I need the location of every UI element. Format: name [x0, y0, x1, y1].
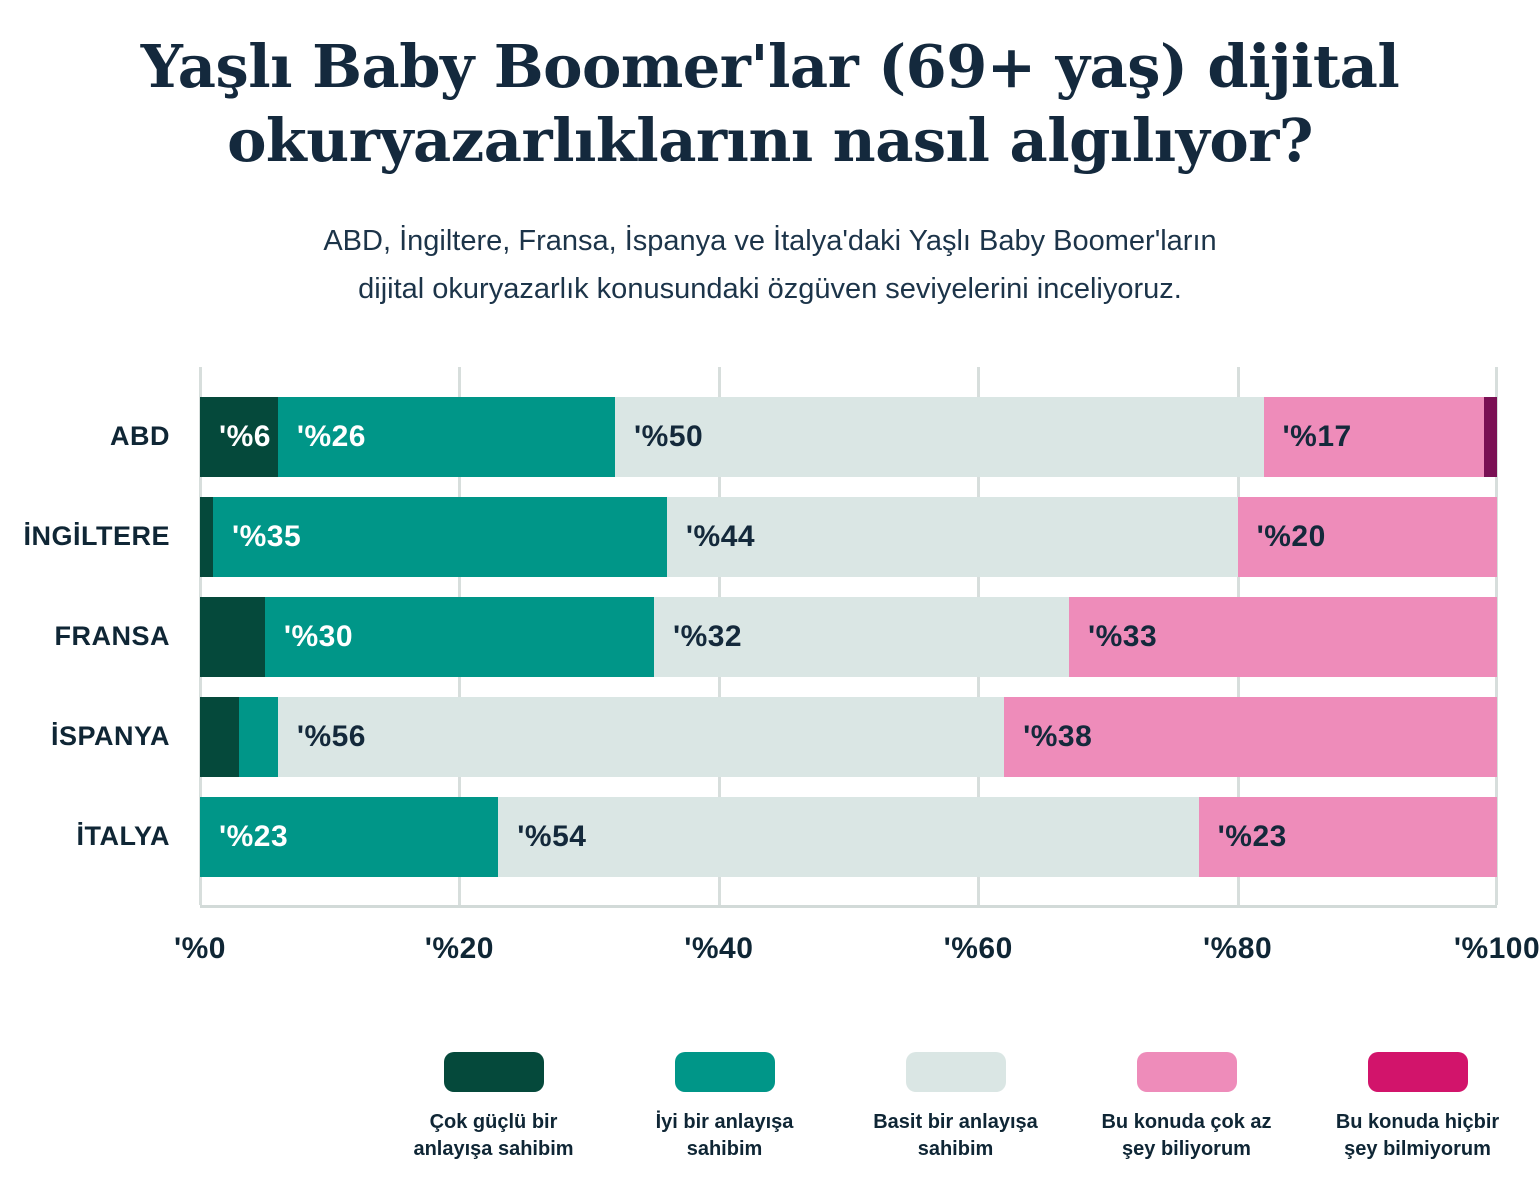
bar-row: '%30 '%32 '%33 [200, 596, 1497, 677]
bar-segment [1484, 396, 1497, 477]
bar-segment: '%33 [1068, 596, 1497, 677]
bar-segment: '%54 [498, 796, 1199, 877]
bar-segment: '%32 [653, 596, 1069, 677]
legend-label: Bu konuda hiçbir şey bilmiyorum [1335, 1111, 1500, 1160]
stacked-bar-chart: ABD '%6 '%26 '%50 '%17 İNGİLTERE '%35 '%44 '%20 F… [23, 366, 1540, 965]
bar-value-label: '%54 [517, 819, 587, 853]
bar-segment: '%56 [277, 696, 1005, 777]
bar-row: '%56 '%38 [200, 696, 1497, 777]
legend-item: Bu konuda hiçbir şey bilmiyorum [1302, 1052, 1533, 1163]
category-label: ABD [110, 421, 170, 452]
category-label: FRANSA [54, 621, 170, 652]
x-axis-tick-label: '%100 [1453, 931, 1540, 965]
bar-segment: '%35 [212, 496, 667, 577]
legend: Çok güçlü bir anlayışa sahibim İyi bir anl… [378, 1052, 1533, 1163]
bar-value-label: '%26 [296, 419, 366, 453]
bar-segment: '%20 [1237, 496, 1497, 577]
bar-value-label: '%38 [1023, 719, 1093, 753]
bar-segment: '%26 [277, 396, 616, 477]
legend-swatch [905, 1052, 1006, 1092]
legend-swatch [674, 1052, 775, 1092]
x-axis-tick-label: '%40 [684, 931, 754, 965]
bar-value-label: '%33 [1087, 619, 1158, 653]
bar-segment: '%23 [200, 796, 499, 877]
bar-segment [238, 696, 278, 777]
legend-item: Basit bir anlayışa sahibim [840, 1052, 1071, 1163]
legend-item: Çok güçlü bir anlayışa sahibim [378, 1052, 609, 1163]
bar-segment: '%6 [200, 396, 278, 477]
legend-swatch [1136, 1052, 1237, 1092]
bar-segment: '%17 [1263, 396, 1485, 477]
bar-row: '%6 '%26 '%50 '%17 [200, 396, 1497, 477]
bar-segment: '%30 [264, 596, 654, 677]
bar-segment: '%23 [1198, 796, 1497, 877]
bar-segment [200, 596, 265, 677]
title-line-1: Yaşlı Baby Boomer'lar (69+ yaş) dijital [140, 32, 1400, 101]
legend-swatch [1367, 1052, 1468, 1092]
bar-segment [200, 696, 239, 777]
x-axis-tick-label: '%60 [943, 931, 1013, 965]
x-axis-tick-label: '%80 [1203, 931, 1273, 965]
bar-value-label: '%17 [1282, 419, 1352, 453]
bar-value-label: '%35 [231, 519, 302, 553]
bar-segment [200, 496, 213, 577]
bar-value-label: '%20 [1256, 519, 1326, 553]
legend-item: İyi bir anlayışa sahibim [609, 1052, 840, 1163]
legend-swatch [443, 1052, 544, 1092]
bar-segment: '%44 [666, 496, 1238, 577]
legend-label: Çok güçlü bir anlayışa sahibim [413, 1111, 574, 1160]
bar-row: '%35 '%44 '%20 [200, 496, 1497, 577]
x-axis-tick-label: '%20 [424, 931, 494, 965]
legend-item: Bu konuda çok az şey biliyorum [1071, 1052, 1302, 1163]
legend-label: İyi bir anlayışa sahibim [655, 1111, 794, 1160]
bar-row: '%23 '%54 '%23 [200, 796, 1497, 877]
bar-value-label: '%6 [219, 419, 271, 453]
bar-segment: '%50 [615, 396, 1264, 477]
page-title: Yaşlı Baby Boomer'lar (69+ yaş) dijital o… [70, 30, 1470, 179]
category-label: İTALYA [76, 821, 170, 852]
category-label: İSPANYA [50, 721, 170, 752]
legend-label: Basit bir anlayışa sahibim [873, 1111, 1038, 1160]
category-label: İNGİLTERE [23, 521, 170, 552]
chart-subtitle: ABD, İngiltere, Fransa, İspanya ve İtaly… [170, 217, 1370, 313]
subtitle-line-1: ABD, İngiltere, Fransa, İspanya ve İtaly… [323, 224, 1217, 257]
x-axis-tick-label: '%0 [174, 931, 226, 965]
bar-value-label: '%30 [283, 619, 354, 653]
subtitle-line-2: dijital okuryazarlık konusundaki özgüven… [358, 272, 1182, 305]
bar-value-label: '%23 [219, 819, 289, 853]
bar-value-label: '%50 [634, 419, 704, 453]
bar-value-label: '%32 [672, 619, 743, 653]
bar-value-label: '%44 [685, 519, 756, 553]
bar-value-label: '%23 [1217, 819, 1287, 853]
bar-value-label: '%56 [296, 719, 366, 753]
legend-label: Bu konuda çok az şey biliyorum [1101, 1111, 1272, 1160]
bar-segment: '%38 [1004, 696, 1497, 777]
title-line-2: okuryazarlıklarını nasıl algılıyor? [227, 106, 1313, 176]
